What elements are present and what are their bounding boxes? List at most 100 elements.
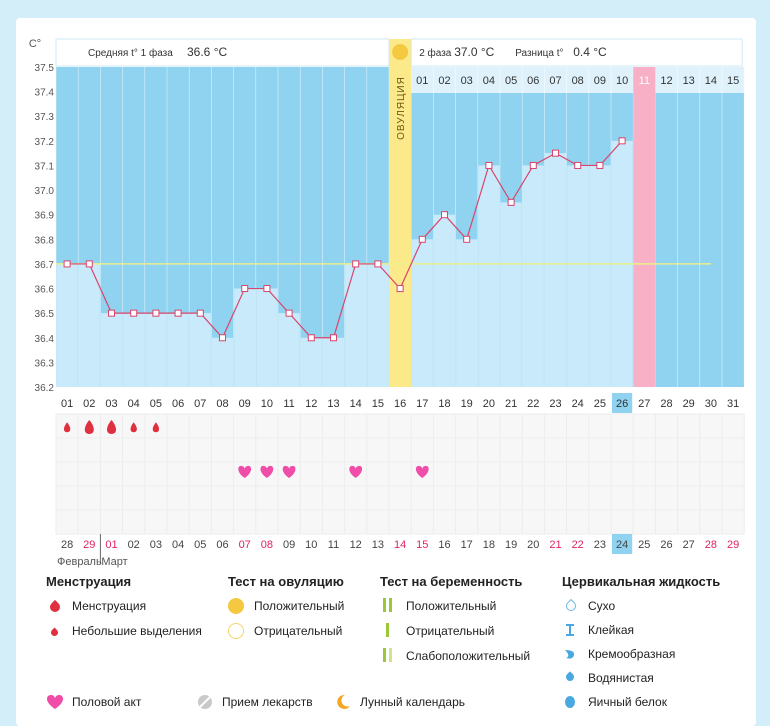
y-tick-label: 37.3 bbox=[35, 112, 55, 123]
yellow-circle-icon bbox=[228, 598, 246, 614]
temperature-point bbox=[396, 285, 404, 293]
calendar-date-label: 14 bbox=[394, 539, 406, 551]
day-label: 03 bbox=[105, 398, 117, 410]
temp-bar bbox=[300, 337, 322, 387]
day-label: 12 bbox=[305, 398, 317, 410]
temperature-point bbox=[219, 334, 226, 342]
day-label: 24 bbox=[572, 398, 584, 410]
heart-icon bbox=[238, 465, 252, 478]
calendar-date-label: 26 bbox=[660, 539, 672, 551]
temperature-point bbox=[108, 309, 115, 317]
temp-bar bbox=[567, 165, 589, 387]
calendar-date-label: 27 bbox=[683, 539, 695, 551]
temp-bar bbox=[589, 165, 611, 387]
temperature-point bbox=[507, 198, 515, 206]
sticky-icon bbox=[562, 622, 580, 638]
creamy-icon bbox=[562, 646, 580, 662]
calendar-date-label: 24 bbox=[616, 539, 628, 551]
legend-menstruation-item: Менструация bbox=[46, 598, 146, 615]
day-label: 13 bbox=[327, 398, 339, 410]
day-label: 21 bbox=[505, 398, 517, 410]
legend-menstruation-title: Менструация bbox=[46, 574, 132, 589]
legend-pregnancy-negative: Отрицательный bbox=[380, 623, 494, 639]
day-label: 02 bbox=[83, 398, 95, 410]
calendar-date-label: 13 bbox=[372, 539, 384, 551]
legend-pregnancy-positive: Положительный bbox=[380, 598, 496, 614]
temp-bar bbox=[500, 202, 522, 387]
temperature-point bbox=[485, 161, 493, 169]
legend-label: Лунный календарь bbox=[360, 695, 466, 709]
legend-ovulation-title: Тест на овуляцию bbox=[228, 574, 344, 589]
phase2-day-label: 15 bbox=[727, 75, 739, 87]
calendar-date-label: 01 bbox=[105, 539, 117, 551]
temp-bar bbox=[278, 313, 300, 387]
y-tick-label: 37.0 bbox=[35, 186, 55, 197]
phase2-header-box bbox=[410, 38, 743, 67]
phase2-day-label: 12 bbox=[660, 75, 672, 87]
moon-icon bbox=[334, 694, 352, 710]
day-label: 28 bbox=[660, 398, 672, 410]
phase1-header-box bbox=[55, 38, 390, 67]
day-label: 20 bbox=[483, 398, 495, 410]
temp-bar bbox=[456, 239, 478, 387]
phase2-value: 37.0 °C bbox=[454, 45, 494, 59]
calendar-date-label: 28 bbox=[61, 539, 73, 551]
ovulation-sun-icon bbox=[392, 44, 409, 60]
day-label: 29 bbox=[683, 398, 695, 410]
day-label: 04 bbox=[128, 398, 140, 410]
heart-icon bbox=[46, 694, 64, 710]
diff-label: Разница t° bbox=[515, 48, 563, 59]
calendar-date-label: 29 bbox=[83, 539, 95, 551]
phase2-day-label: 11 bbox=[639, 75, 650, 87]
temperature-point bbox=[529, 161, 537, 169]
temp-bar bbox=[256, 288, 278, 387]
temp-bar bbox=[234, 288, 256, 387]
heart-icon bbox=[260, 465, 274, 478]
y-tick-label: 37.2 bbox=[35, 137, 55, 148]
temp-bar bbox=[145, 313, 167, 387]
temp-bar bbox=[345, 263, 367, 387]
temp-bar bbox=[478, 165, 500, 387]
temperature-line bbox=[67, 140, 623, 339]
calendar-date-label: 21 bbox=[549, 539, 561, 551]
watery-drop-icon bbox=[562, 670, 580, 686]
phase2-day-label: 01 bbox=[416, 75, 428, 87]
calendar-date-label: 16 bbox=[438, 539, 450, 551]
calendar-date-label: 03 bbox=[150, 539, 162, 551]
legend-moon: Лунный календарь bbox=[334, 694, 465, 710]
phase2-day-label: 13 bbox=[683, 75, 695, 87]
temperature-point bbox=[174, 309, 182, 317]
small-drop-icon bbox=[46, 623, 64, 639]
temp-bar bbox=[367, 263, 389, 387]
calendar-date-label: 18 bbox=[483, 539, 495, 551]
temp-bar bbox=[544, 153, 567, 387]
phase2-day-label: 10 bbox=[616, 75, 628, 87]
menstruation-drop-icon bbox=[63, 422, 71, 433]
temp-bar bbox=[211, 337, 234, 387]
y-tick-label: 36.9 bbox=[35, 211, 55, 222]
temperature-point bbox=[196, 309, 204, 317]
menstruation-drop-icon bbox=[130, 422, 137, 433]
dry-drop-icon bbox=[562, 598, 580, 614]
y-tick-label: 36.4 bbox=[35, 334, 55, 345]
legend-pregnancy-title: Тест на беременность bbox=[380, 574, 523, 589]
day-label: 26 bbox=[616, 398, 628, 410]
calendar-date-label: 23 bbox=[594, 539, 606, 551]
legend-pregnancy-weak: Слабоположительный bbox=[380, 648, 530, 664]
day-label: 19 bbox=[461, 398, 473, 410]
calendar-date-label: 15 bbox=[416, 539, 428, 551]
legend-label: Сухо bbox=[588, 599, 616, 613]
pill-icon bbox=[196, 694, 214, 710]
temp-bar bbox=[123, 313, 145, 387]
temperature-point bbox=[552, 149, 559, 157]
temp-bar bbox=[322, 337, 345, 387]
month-label: Март bbox=[101, 556, 127, 568]
temperature-point bbox=[618, 137, 626, 145]
heart-icon bbox=[282, 465, 296, 478]
y-tick-label: 37.1 bbox=[35, 161, 55, 172]
temperature-point bbox=[352, 260, 360, 268]
legend-cervical-dry: Сухо bbox=[562, 598, 615, 614]
temp-bar bbox=[56, 263, 78, 387]
temperature-point bbox=[285, 309, 293, 317]
legend-label: Небольшие выделения bbox=[72, 624, 202, 638]
